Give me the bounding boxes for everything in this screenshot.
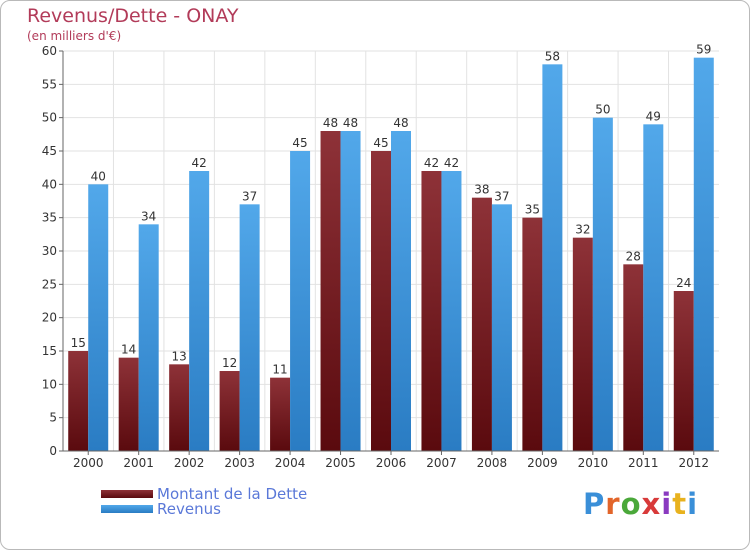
- data-label-debt-2001: 14: [121, 343, 136, 357]
- x-tick-label-2004: 2004: [275, 456, 306, 470]
- bar-debt-2006: [371, 151, 391, 451]
- data-label-revenue-2008: 37: [494, 189, 509, 203]
- data-label-debt-2000: 15: [71, 336, 86, 350]
- proxiti-logo: Proxiti: [583, 487, 698, 521]
- y-tick-label: 15: [42, 344, 57, 358]
- y-tick-label: 5: [49, 411, 57, 425]
- data-label-revenue-2001: 34: [141, 209, 156, 223]
- legend-swatch-revenue: [101, 505, 153, 513]
- y-tick-label: 50: [42, 111, 57, 125]
- bar-debt-2001: [118, 357, 139, 451]
- bar-debt-2007: [421, 171, 442, 451]
- y-tick-label: 30: [42, 244, 57, 258]
- logo-letter: P: [583, 487, 606, 521]
- logo-letter: x: [641, 487, 662, 521]
- x-tick-label-2012: 2012: [678, 456, 709, 470]
- y-tick-label: 45: [42, 144, 57, 158]
- bar-debt-2005: [320, 131, 341, 451]
- bar-revenue-2008: [491, 204, 512, 451]
- data-label-debt-2007: 42: [424, 156, 439, 170]
- bar-revenue-2002: [189, 171, 210, 451]
- logo-letter: o: [620, 487, 642, 521]
- logo-letter: i: [687, 487, 699, 521]
- data-label-revenue-2000: 40: [91, 169, 106, 183]
- bar-debt-2012: [673, 291, 694, 451]
- bar-revenue-2004: [290, 151, 311, 451]
- bar-revenue-2011: [643, 124, 664, 451]
- x-tick-label-2005: 2005: [325, 456, 356, 470]
- data-label-revenue-2007: 42: [444, 156, 459, 170]
- data-label-revenue-2009: 58: [545, 49, 560, 63]
- data-label-revenue-2011: 49: [646, 109, 661, 123]
- bar-revenue-2000: [88, 184, 109, 452]
- data-label-revenue-2010: 50: [595, 103, 610, 117]
- bar-revenue-2005: [340, 131, 361, 451]
- bar-debt-2004: [270, 377, 291, 451]
- y-tick-label: 35: [42, 211, 57, 225]
- x-tick-label-2008: 2008: [477, 456, 508, 470]
- bar-debt-2009: [522, 217, 543, 451]
- bar-revenue-2003: [239, 204, 260, 451]
- logo-letter: r: [605, 487, 621, 521]
- logo-letter: t: [672, 487, 688, 521]
- chart-title: Revenus/Dette - ONAY: [27, 5, 239, 27]
- data-label-revenue-2006: 48: [393, 116, 408, 130]
- data-label-revenue-2005: 48: [343, 116, 358, 130]
- data-label-debt-2011: 28: [626, 249, 641, 263]
- x-tick-label-2000: 2000: [73, 456, 104, 470]
- data-label-debt-2004: 11: [272, 363, 287, 377]
- bar-debt-2003: [219, 371, 240, 451]
- x-tick-label-2010: 2010: [578, 456, 609, 470]
- y-tick-label: 0: [49, 444, 57, 458]
- bar-revenue-2010: [592, 117, 613, 452]
- y-tick-label: 55: [42, 77, 57, 91]
- bar-revenue-2007: [441, 171, 462, 451]
- y-tick-label: 25: [42, 277, 57, 291]
- data-label-revenue-2004: 45: [292, 136, 307, 150]
- y-tick-label: 40: [42, 177, 57, 191]
- x-tick-label-2011: 2011: [628, 456, 659, 470]
- bar-revenue-2006: [391, 131, 411, 451]
- y-tick-label: 10: [42, 377, 57, 391]
- bar-debt-2010: [572, 237, 593, 451]
- labels: 0 5 10 15 20 25 30 35 40 45 50 55 60 15 40 2000 14 34 2001…: [42, 43, 712, 470]
- bar-revenue-2012: [693, 57, 714, 452]
- x-tick-label-2006: 2006: [376, 456, 407, 470]
- data-label-debt-2006: 45: [373, 136, 388, 150]
- bars: [68, 57, 714, 452]
- legend-label-debt: Montant de la Dette: [157, 485, 308, 503]
- legend-swatch-debt: [101, 490, 153, 498]
- axes: [59, 50, 719, 455]
- bar-debt-2011: [623, 264, 644, 451]
- data-label-debt-2009: 35: [525, 203, 540, 217]
- data-label-debt-2010: 32: [575, 223, 590, 237]
- y-tick-label: 20: [42, 311, 57, 325]
- x-tick-label-2009: 2009: [527, 456, 558, 470]
- x-tick-label-2001: 2001: [123, 456, 154, 470]
- data-label-debt-2008: 38: [474, 183, 489, 197]
- legend-label-revenue: Revenus: [157, 500, 221, 518]
- bar-debt-2000: [68, 351, 89, 451]
- bar-revenue-2001: [138, 224, 159, 451]
- data-label-debt-2002: 13: [172, 349, 187, 363]
- data-label-debt-2003: 12: [222, 356, 237, 370]
- bar-revenue-2009: [542, 64, 563, 452]
- data-label-revenue-2012: 59: [696, 43, 711, 57]
- x-tick-label-2002: 2002: [174, 456, 205, 470]
- data-label-revenue-2003: 37: [242, 189, 257, 203]
- data-label-debt-2005: 48: [323, 116, 338, 130]
- data-label-debt-2012: 24: [676, 276, 691, 290]
- x-tick-label-2007: 2007: [426, 456, 457, 470]
- bar-debt-2002: [169, 364, 190, 451]
- bar-debt-2008: [471, 197, 492, 451]
- data-label-revenue-2002: 42: [192, 156, 207, 170]
- chart-subtitle: (en milliers d'€): [27, 29, 122, 43]
- x-tick-label-2003: 2003: [224, 456, 255, 470]
- logo-letter: i: [661, 487, 673, 521]
- y-tick-label: 60: [42, 44, 57, 58]
